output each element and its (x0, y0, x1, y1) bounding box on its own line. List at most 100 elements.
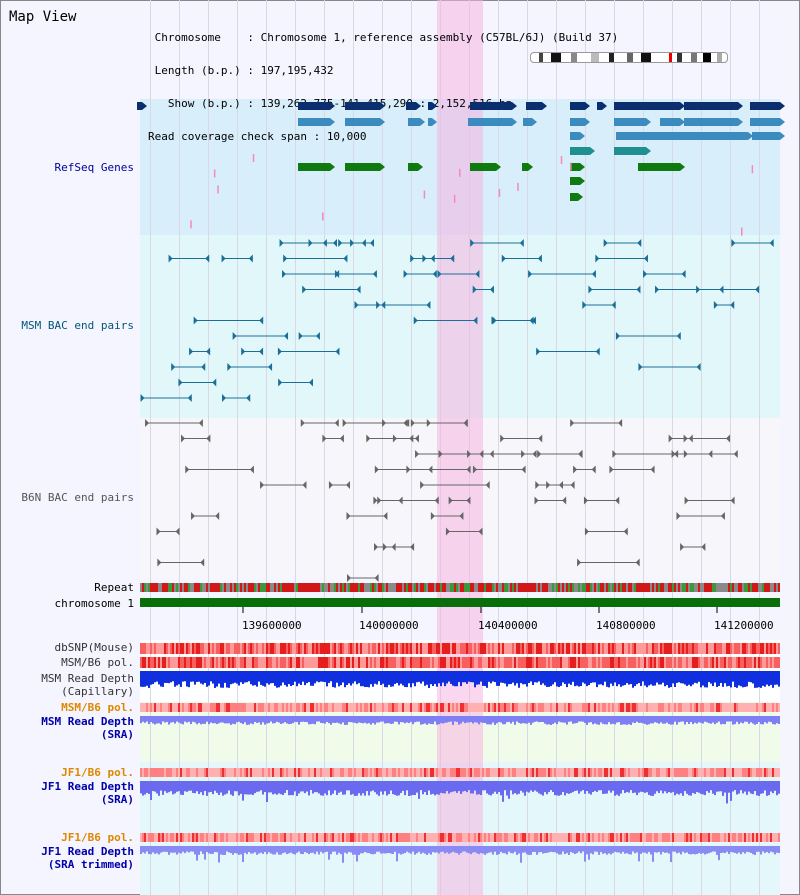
jf1-depth-sra-bar (716, 781, 718, 792)
jf1-depth-sra-bar (700, 781, 702, 794)
msm-b6-pol2-cell (446, 703, 448, 712)
jf1-b6-pol2-cell (600, 833, 602, 842)
jf1-b6-pol-cell (548, 768, 550, 777)
msm-b6-pol2-cell (688, 703, 690, 712)
dbsnp-cell (752, 643, 754, 654)
jf1-depth-trim-bar (320, 846, 322, 852)
jf1-depth-trim-bar (194, 846, 196, 855)
jf1-depth-sra-bar (302, 781, 304, 792)
chromosome-ideogram[interactable] (530, 52, 728, 63)
msm-depth-sra-bar (224, 716, 226, 724)
msm-depth-cap-bar (410, 671, 412, 688)
jf1-depth-trim-bar (156, 846, 158, 854)
jf1-depth-trim-bar (494, 846, 496, 852)
msm-b6-pol2-cell (182, 703, 184, 712)
jf1-depth-sra-bar (500, 781, 502, 796)
dbsnp-cell (394, 643, 396, 654)
jf1-b6-pol-cell (384, 768, 386, 777)
jf1-depth-sra-bar (660, 781, 662, 791)
jf1-depth-sra-bar (698, 781, 700, 793)
repeat-block (280, 583, 282, 592)
jf1-b6-pol-cell (480, 768, 482, 777)
msm-depth-sra-bar (438, 716, 440, 725)
b6n-bac-pair-end (708, 450, 713, 458)
jf1-b6-pol2-cell (658, 833, 660, 842)
jf1-depth-trim-bar (638, 846, 640, 862)
jf1-depth-trim-bar (416, 846, 418, 854)
jf1-b6-pol2-cell (374, 833, 376, 842)
repeat-block (518, 583, 520, 592)
jf1-b6-pol2-cell (764, 833, 766, 842)
jf1-b6-pol-cell (460, 768, 462, 777)
jf1-depth-trim-bar (418, 846, 420, 852)
msm-depth-cap-bar (700, 671, 702, 688)
b6n-bac-pair-end (618, 419, 623, 427)
msm-b6-pol2-cell (322, 703, 324, 712)
jf1-b6-pol2-cell (502, 833, 504, 842)
jf1-b6-pol2-cell (752, 833, 754, 842)
jf1-b6-pol2-cell (334, 833, 336, 842)
msm-depth-sra-bar (608, 716, 610, 723)
msm-b6-pol-cell (286, 657, 288, 668)
jf1-depth-trim-bar (656, 846, 658, 853)
jf1-depth-trim-bar (686, 846, 688, 853)
msm-depth-sra-bar (326, 716, 328, 722)
jf1-b6-pol2-cell (452, 833, 454, 842)
jf1-b6-pol2-cell (680, 833, 682, 842)
msm-depth-cap-bar (444, 671, 446, 687)
jf1-depth-sra-bar (430, 781, 432, 795)
jf1-b6-pol2-cell (690, 833, 692, 842)
jf1-depth-trim-bar (632, 846, 634, 852)
jf1-b6-pol2-cell (278, 833, 280, 842)
msm-depth-cap-bar (584, 671, 586, 684)
dbsnp-cell (140, 643, 142, 654)
msm-depth-cap-bar (638, 671, 640, 684)
jf1-depth-trim-bar (214, 846, 216, 853)
dbsnp-cell (234, 643, 236, 654)
dbsnp-cell (698, 643, 700, 654)
b6n-bac-pair-end (730, 496, 735, 505)
jf1-b6-pol2-cell (482, 833, 484, 842)
jf1-depth-trim-bar (338, 846, 340, 853)
jf1-b6-pol2-cell (718, 833, 720, 842)
jf1-b6-pol-cell (176, 768, 178, 777)
jf1-b6-pol-cell (278, 768, 280, 777)
jf1-b6-pol2-cell (288, 833, 290, 842)
b6n-bac-pair-end (414, 434, 419, 443)
jf1-depth-sra-bar (298, 781, 300, 794)
repeat-block (502, 583, 504, 592)
repeat-block (168, 583, 170, 592)
jf1-b6-pol-cell (550, 768, 552, 777)
msm-depth-sra-bar (750, 716, 752, 723)
dbsnp-cell (218, 643, 220, 654)
jf1-b6-pol-cell (666, 768, 668, 777)
msm-b6-pol-cell (736, 657, 738, 668)
msm-b6-pol2-cell (732, 703, 734, 712)
jf1-b6-pol-cell (734, 768, 736, 777)
jf1-depth-trim-bar (562, 846, 564, 852)
msm-depth-cap-bar (714, 671, 716, 683)
msm-b6-pol2-cell (226, 703, 228, 712)
jf1-b6-pol2-cell (618, 833, 620, 842)
msm-depth-sra-bar (638, 716, 640, 723)
repeat-block (270, 583, 272, 592)
jf1-b6-pol2-cell (144, 833, 146, 842)
msm-b6-pol-cell (486, 657, 488, 668)
repeat-block (230, 583, 232, 592)
msm-depth-cap-bar (752, 671, 754, 684)
jf1-depth-sra-bar (648, 781, 650, 795)
jf1-b6-pol2-cell (512, 833, 514, 842)
b6n-bac-pair-end (200, 558, 205, 567)
msm-depth-cap-bar (774, 671, 776, 685)
b6n-bac-pair-end (260, 481, 265, 489)
msm-bac-pair-end (615, 332, 620, 340)
repeat-block (282, 583, 284, 592)
repeat-block (294, 583, 296, 592)
selected-region-highlight[interactable] (437, 0, 483, 895)
jf1-depth-sra-bar (380, 781, 382, 792)
msm-depth-sra-bar (332, 716, 334, 723)
jf1-depth-sra-bar (320, 781, 322, 796)
msm-b6-pol2-cell (194, 703, 196, 712)
jf1-depth-sra-bar (420, 781, 422, 791)
